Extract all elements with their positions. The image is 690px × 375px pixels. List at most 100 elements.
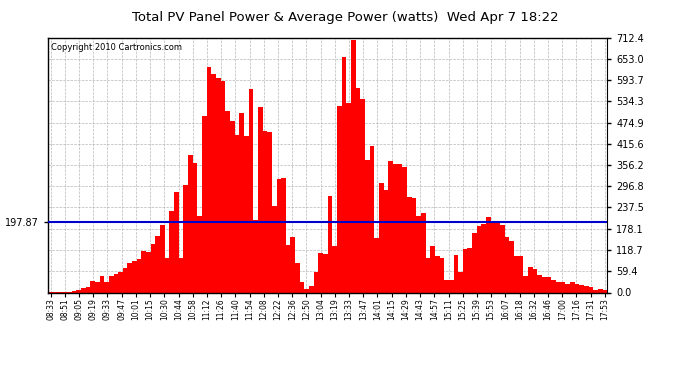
- Bar: [472, 233, 477, 292]
- Bar: [575, 284, 580, 292]
- Bar: [118, 272, 123, 292]
- Bar: [226, 111, 230, 292]
- Text: Copyright 2010 Cartronics.com: Copyright 2010 Cartronics.com: [51, 43, 182, 52]
- Bar: [113, 274, 118, 292]
- Bar: [458, 272, 463, 292]
- Bar: [598, 289, 602, 292]
- Bar: [426, 258, 431, 292]
- Bar: [402, 167, 407, 292]
- Bar: [239, 114, 244, 292]
- Bar: [463, 249, 468, 292]
- Bar: [491, 220, 495, 292]
- Bar: [360, 99, 365, 292]
- Bar: [155, 236, 160, 292]
- Bar: [509, 240, 514, 292]
- Bar: [551, 280, 556, 292]
- Bar: [533, 269, 538, 292]
- Bar: [384, 190, 388, 292]
- Bar: [188, 155, 193, 292]
- Bar: [542, 277, 546, 292]
- Text: Total PV Panel Power & Average Power (watts)  Wed Apr 7 18:22: Total PV Panel Power & Average Power (wa…: [132, 11, 558, 24]
- Bar: [123, 268, 128, 292]
- Bar: [221, 81, 226, 292]
- Bar: [81, 288, 86, 292]
- Bar: [431, 246, 435, 292]
- Bar: [346, 103, 351, 292]
- Bar: [477, 226, 482, 292]
- Bar: [365, 160, 370, 292]
- Bar: [333, 246, 337, 292]
- Bar: [370, 146, 375, 292]
- Bar: [262, 131, 267, 292]
- Bar: [244, 135, 248, 292]
- Bar: [304, 289, 309, 292]
- Bar: [524, 276, 528, 292]
- Bar: [272, 206, 277, 292]
- Bar: [593, 291, 598, 292]
- Bar: [128, 263, 132, 292]
- Bar: [528, 267, 533, 292]
- Bar: [602, 290, 607, 292]
- Bar: [290, 237, 295, 292]
- Bar: [468, 248, 472, 292]
- Bar: [309, 286, 314, 292]
- Bar: [141, 251, 146, 292]
- Bar: [505, 237, 509, 292]
- Bar: [267, 132, 272, 292]
- Bar: [277, 179, 282, 292]
- Bar: [314, 272, 319, 292]
- Bar: [416, 216, 421, 292]
- Bar: [337, 106, 342, 292]
- Bar: [160, 225, 165, 292]
- Bar: [90, 281, 95, 292]
- Bar: [193, 163, 197, 292]
- Bar: [295, 263, 300, 292]
- Bar: [207, 67, 211, 292]
- Bar: [495, 221, 500, 292]
- Bar: [211, 74, 216, 292]
- Bar: [132, 261, 137, 292]
- Bar: [519, 256, 524, 292]
- Bar: [407, 196, 412, 292]
- Bar: [440, 258, 444, 292]
- Bar: [109, 276, 113, 292]
- Bar: [393, 164, 397, 292]
- Bar: [435, 256, 440, 292]
- Bar: [179, 258, 184, 292]
- Bar: [453, 255, 458, 292]
- Bar: [146, 252, 151, 292]
- Bar: [170, 211, 174, 292]
- Bar: [546, 277, 551, 292]
- Bar: [197, 216, 202, 292]
- Bar: [589, 287, 593, 292]
- Bar: [565, 284, 570, 292]
- Bar: [449, 280, 453, 292]
- Bar: [561, 282, 565, 292]
- Bar: [375, 238, 379, 292]
- Bar: [165, 258, 170, 292]
- Bar: [230, 121, 235, 292]
- Bar: [580, 285, 584, 292]
- Bar: [397, 164, 402, 292]
- Bar: [151, 244, 155, 292]
- Bar: [99, 276, 104, 292]
- Bar: [556, 282, 561, 292]
- Bar: [282, 178, 286, 292]
- Bar: [379, 183, 384, 292]
- Bar: [184, 185, 188, 292]
- Bar: [202, 116, 207, 292]
- Bar: [319, 253, 323, 292]
- Bar: [86, 287, 90, 292]
- Bar: [351, 40, 356, 292]
- Bar: [328, 196, 333, 292]
- Bar: [137, 259, 141, 292]
- Bar: [514, 256, 519, 292]
- Bar: [258, 107, 263, 292]
- Bar: [570, 282, 575, 292]
- Bar: [584, 286, 589, 292]
- Bar: [538, 275, 542, 292]
- Bar: [174, 192, 179, 292]
- Bar: [500, 225, 505, 292]
- Bar: [486, 217, 491, 292]
- Bar: [482, 224, 486, 292]
